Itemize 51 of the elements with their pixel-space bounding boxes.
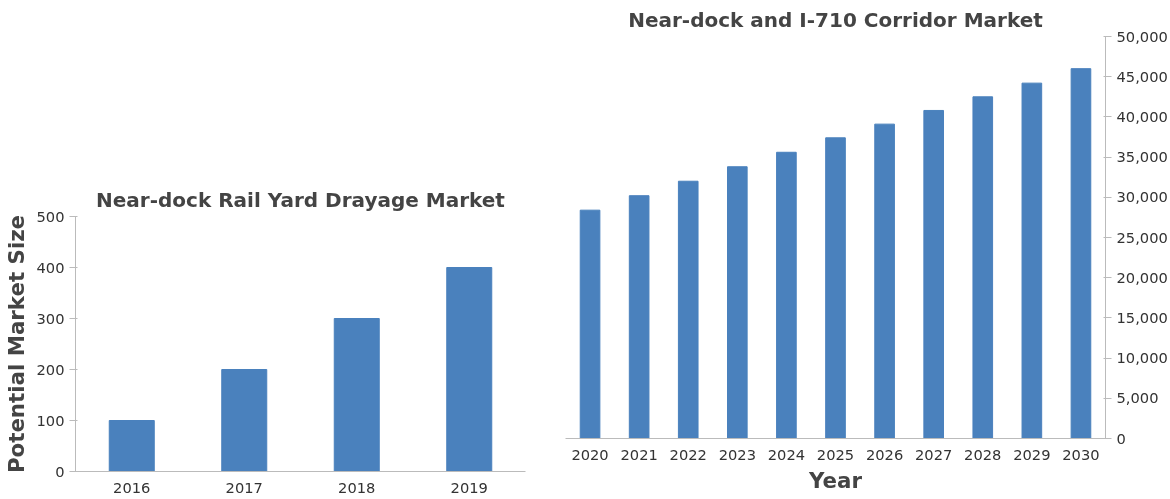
x-tick-label: 2017	[225, 478, 263, 496]
x-tick-label: 2021	[620, 445, 658, 463]
x-axis-title: Year	[808, 467, 863, 493]
bar	[677, 180, 699, 439]
chart-title: Near-dock Rail Yard Drayage Market	[96, 187, 506, 212]
y-tick-label: 400	[36, 258, 65, 276]
bar	[333, 318, 380, 472]
bar	[776, 151, 797, 439]
bar	[874, 123, 895, 439]
y2-tick-label: 35,000	[1116, 148, 1168, 166]
bar	[579, 209, 601, 439]
x-tick-label: 2016	[113, 478, 151, 496]
x-tick-label: 2025	[816, 445, 855, 463]
y-axis-title: Potential Market Size	[3, 214, 29, 474]
y2-tick-label: 15,000	[1116, 308, 1168, 326]
bar	[1021, 82, 1043, 439]
x-tick-label: 2024	[767, 445, 806, 463]
y2-tick-label: 20,000	[1116, 268, 1168, 286]
x-tick-label: 2018	[338, 478, 376, 496]
bar	[727, 166, 748, 439]
y2-tick-label: 40,000	[1116, 107, 1168, 125]
bar	[446, 267, 493, 472]
y2-tick-label: 30,000	[1116, 188, 1168, 206]
bar	[972, 96, 994, 439]
bar	[628, 195, 650, 439]
y2-tick-label: 0	[1116, 429, 1126, 447]
y2-tick-label: 5,000	[1116, 389, 1159, 407]
bar	[923, 109, 944, 439]
y2-tick-label: 50,000	[1116, 27, 1168, 45]
y2-tick-label: 45,000	[1116, 67, 1168, 85]
x-tick-label: 2022	[669, 445, 707, 463]
chart-title: Near-dock and I-710 Corridor Market	[628, 7, 1044, 32]
x-tick-label: 2028	[964, 445, 1002, 463]
x-tick-label: 2026	[865, 445, 904, 463]
bar	[1070, 68, 1092, 439]
y2-tick-label: 10,000	[1116, 349, 1168, 367]
y-tick-label: 500	[36, 207, 65, 225]
y-tick-label: 100	[36, 411, 65, 429]
x-tick-label: 2029	[1013, 445, 1051, 463]
x-tick-label: 2030	[1062, 445, 1100, 463]
y-tick-label: 0	[55, 462, 65, 480]
y-tick-label: 300	[36, 309, 65, 327]
x-tick-label: 2019	[450, 478, 488, 496]
x-tick-label: 2023	[718, 445, 756, 463]
x-tick-label: 2020	[571, 445, 609, 463]
bar	[825, 137, 846, 439]
x-tick-label: 2027	[915, 445, 953, 463]
bar	[221, 369, 268, 472]
bar	[108, 420, 155, 472]
y-tick-label: 200	[36, 360, 65, 378]
y2-tick-label: 25,000	[1116, 228, 1168, 246]
